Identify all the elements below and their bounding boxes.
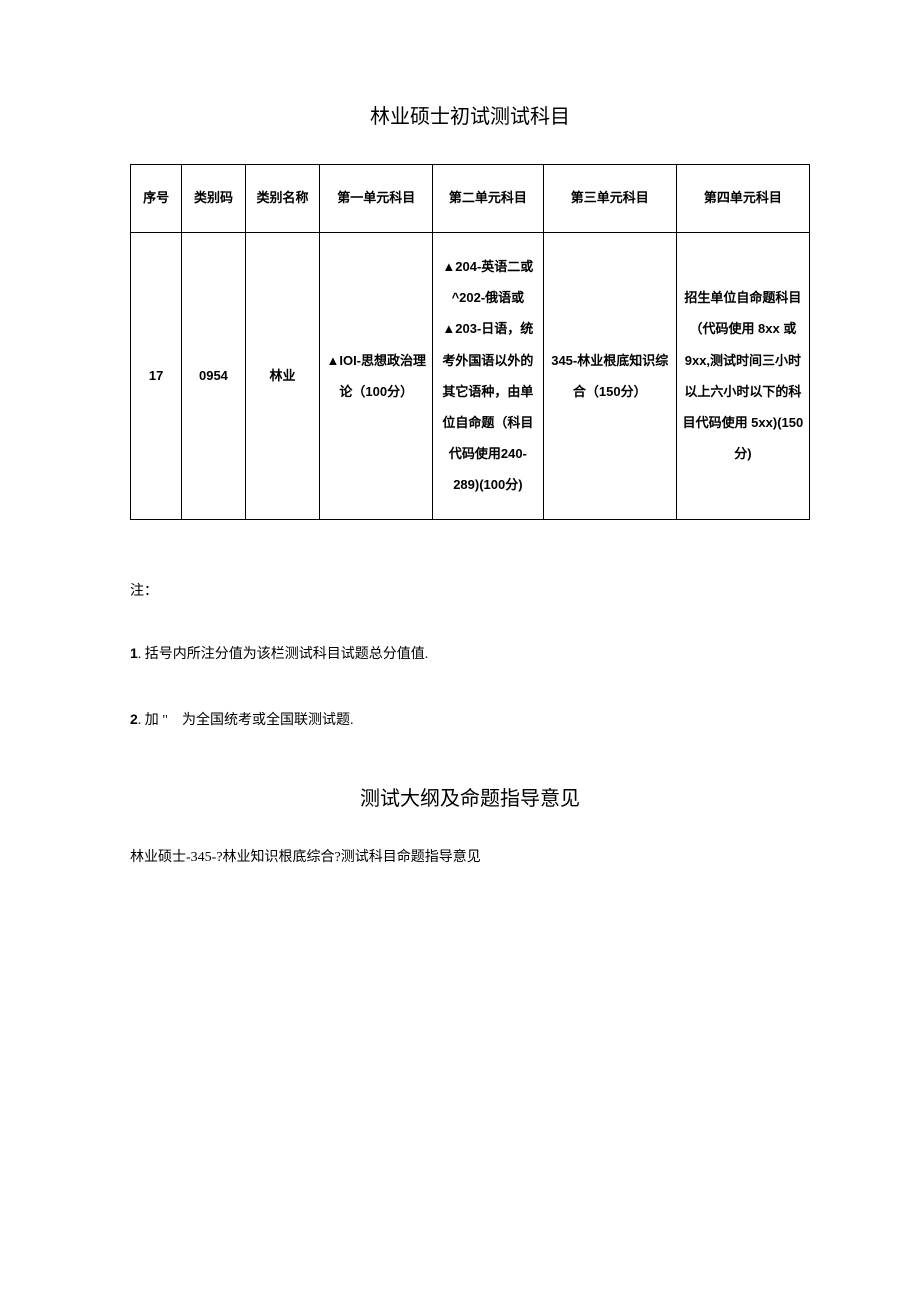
note-item: 1. 括号内所注分值为该栏测试科目试题总分值值. [130, 642, 810, 666]
col-header-unit2: 第二单元科目 [433, 165, 544, 233]
note-item: 2. 加 " 为全国统考或全国联测试题. [130, 708, 810, 732]
section-subtitle: 测试大纲及命题指导意见 [130, 782, 810, 811]
notes-label: 注： [130, 580, 810, 600]
col-header-seq: 序号 [131, 165, 182, 233]
col-header-unit4: 第四单元科目 [676, 165, 809, 233]
cell-code: 0954 [182, 233, 245, 520]
cell-name: 林业 [245, 233, 320, 520]
cell-unit1: ▲IOI-思想政治理论（100分） [320, 233, 433, 520]
cell-unit4: 招生单位自命题科目（代码使用 8xx 或 9xx,测试时间三小时以上六小时以下的… [676, 233, 809, 520]
page-title: 林业硕士初试测试科目 [130, 100, 810, 129]
subjects-table: 序号 类别码 类别名称 第一单元科目 第二单元科目 第三单元科目 第四单元科目 … [130, 164, 810, 520]
note-text-2: . 加 " 为全国统考或全国联测试题. [138, 713, 354, 728]
note-num-1: 1 [130, 645, 138, 661]
cell-seq: 17 [131, 233, 182, 520]
subtitle-description: 林业硕士-345-?林业知识根底综合?测试科目命题指导意见 [130, 846, 810, 866]
col-header-unit1: 第一单元科目 [320, 165, 433, 233]
table-header-row: 序号 类别码 类别名称 第一单元科目 第二单元科目 第三单元科目 第四单元科目 [131, 165, 810, 233]
col-header-unit3: 第三单元科目 [543, 165, 676, 233]
note-text-1: . 括号内所注分值为该栏测试科目试题总分值值. [138, 647, 429, 662]
col-header-name: 类别名称 [245, 165, 320, 233]
col-header-code: 类别码 [182, 165, 245, 233]
cell-unit3: 345-林业根底知识综合（150分） [543, 233, 676, 520]
notes-section: 注： 1. 括号内所注分值为该栏测试科目试题总分值值. 2. 加 " 为全国统考… [130, 580, 810, 733]
table-row: 17 0954 林业 ▲IOI-思想政治理论（100分） ▲204-英语二或 ^… [131, 233, 810, 520]
note-num-2: 2 [130, 711, 138, 727]
cell-unit2: ▲204-英语二或 ^202-俄语或▲203-日语，统考外国语以外的其它语种，由… [433, 233, 544, 520]
